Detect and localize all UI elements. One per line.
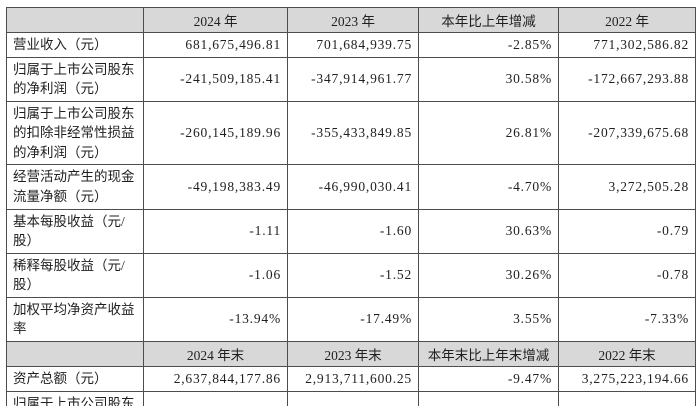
header-year-2022: 2022 年 — [558, 7, 696, 33]
row-weighted-avg-roe: 加权平均净资产收益率 -13.94% -17.49% 3.55% -7.33% — [6, 296, 696, 342]
header-year-2024: 2024 年 — [143, 7, 288, 33]
value-2022: 771,302,586.82 — [558, 32, 696, 58]
row-net-profit-excl-nonrecurring: 归属于上市公司股东的扣除非经常性损益的净利润（元） -260,145,189.9… — [6, 100, 696, 166]
value-2023: 701,684,939.75 — [287, 32, 419, 58]
value-2023: -1.60 — [287, 208, 419, 254]
value-2023: -355,433,849.85 — [287, 100, 419, 166]
value-2024: 681,675,496.81 — [143, 32, 288, 58]
header-end-2023: 2023 年末 — [287, 340, 419, 367]
header-end-change: 本年末比上年末增减 — [418, 340, 559, 367]
row-label: 经营活动产生的现金流量净额（元） — [6, 164, 144, 210]
value-2023: 2,913,711,600.25 — [287, 365, 419, 392]
value-2023: -347,914,961.77 — [287, 56, 419, 102]
header-end-2024: 2024 年末 — [143, 340, 288, 367]
row-net-assets: 归属于上市公司股东的净资产（元） 1,635,527,366.23 1,828,… — [6, 390, 696, 406]
row-diluted-eps: 稀释每股收益（元/股） -1.06 -1.52 30.26% -0.78 — [6, 252, 696, 298]
value-2022: 3,272,505.28 — [558, 164, 696, 210]
value-2022: -7.33% — [558, 296, 696, 342]
value-2023: 1,828,858,879.46 — [287, 390, 419, 406]
table-header-year-end: 2024 年末 2023 年末 本年末比上年末增减 2022 年末 — [6, 340, 696, 367]
value-2022: 2,183,774,707.35 — [558, 390, 696, 406]
row-label: 归属于上市公司股东的净利润（元） — [6, 56, 144, 102]
header-blank-cell — [6, 7, 144, 33]
value-2022: -0.79 — [558, 208, 696, 254]
row-label: 资产总额（元） — [6, 365, 144, 392]
value-2022: 3,275,223,194.66 — [558, 365, 696, 392]
row-operating-revenue: 营业收入（元） 681,675,496.81 701,684,939.75 -2… — [6, 32, 696, 58]
header-year-2023: 2023 年 — [287, 7, 419, 33]
value-2024: -49,198,383.49 — [143, 164, 288, 210]
header-yoy-change: 本年比上年增减 — [418, 7, 559, 33]
key-financials-table: 2024 年 2023 年 本年比上年增减 2022 年 营业收入（元） 681… — [6, 7, 696, 406]
row-net-profit: 归属于上市公司股东的净利润（元） -241,509,185.41 -347,91… — [6, 56, 696, 102]
header-blank-cell — [6, 340, 144, 367]
value-2024: -260,145,189.96 — [143, 100, 288, 166]
header-end-2022: 2022 年末 — [558, 340, 696, 367]
value-2022: -172,667,293.88 — [558, 56, 696, 102]
row-label: 基本每股收益（元/股） — [6, 208, 144, 254]
value-2024: -13.94% — [143, 296, 288, 342]
row-label: 归属于上市公司股东的净资产（元） — [6, 390, 144, 406]
value-change: -10.57% — [418, 390, 559, 406]
value-change: -4.70% — [418, 164, 559, 210]
value-change: 26.81% — [418, 100, 559, 166]
row-label: 营业收入（元） — [6, 32, 144, 58]
table-header-annual: 2024 年 2023 年 本年比上年增减 2022 年 — [6, 7, 696, 33]
value-2024: -1.11 — [143, 208, 288, 254]
row-label: 加权平均净资产收益率 — [6, 296, 144, 342]
value-2024: -1.06 — [143, 252, 288, 298]
value-change: -9.47% — [418, 365, 559, 392]
value-change: 30.58% — [418, 56, 559, 102]
value-2023: -1.52 — [287, 252, 419, 298]
row-label: 归属于上市公司股东的扣除非经常性损益的净利润（元） — [6, 100, 144, 166]
value-2023: -46,990,030.41 — [287, 164, 419, 210]
value-change: 3.55% — [418, 296, 559, 342]
value-change: 30.63% — [418, 208, 559, 254]
row-basic-eps: 基本每股收益（元/股） -1.11 -1.60 30.63% -0.79 — [6, 208, 696, 254]
value-change: 30.26% — [418, 252, 559, 298]
value-2023: -17.49% — [287, 296, 419, 342]
value-change: -2.85% — [418, 32, 559, 58]
row-label: 稀释每股收益（元/股） — [6, 252, 144, 298]
value-2022: -207,339,675.68 — [558, 100, 696, 166]
value-2024: -241,509,185.41 — [143, 56, 288, 102]
row-total-assets: 资产总额（元） 2,637,844,177.86 2,913,711,600.2… — [6, 365, 696, 392]
value-2024: 1,635,527,366.23 — [143, 390, 288, 406]
value-2022: -0.78 — [558, 252, 696, 298]
value-2024: 2,637,844,177.86 — [143, 365, 288, 392]
row-operating-cash-flow: 经营活动产生的现金流量净额（元） -49,198,383.49 -46,990,… — [6, 164, 696, 210]
